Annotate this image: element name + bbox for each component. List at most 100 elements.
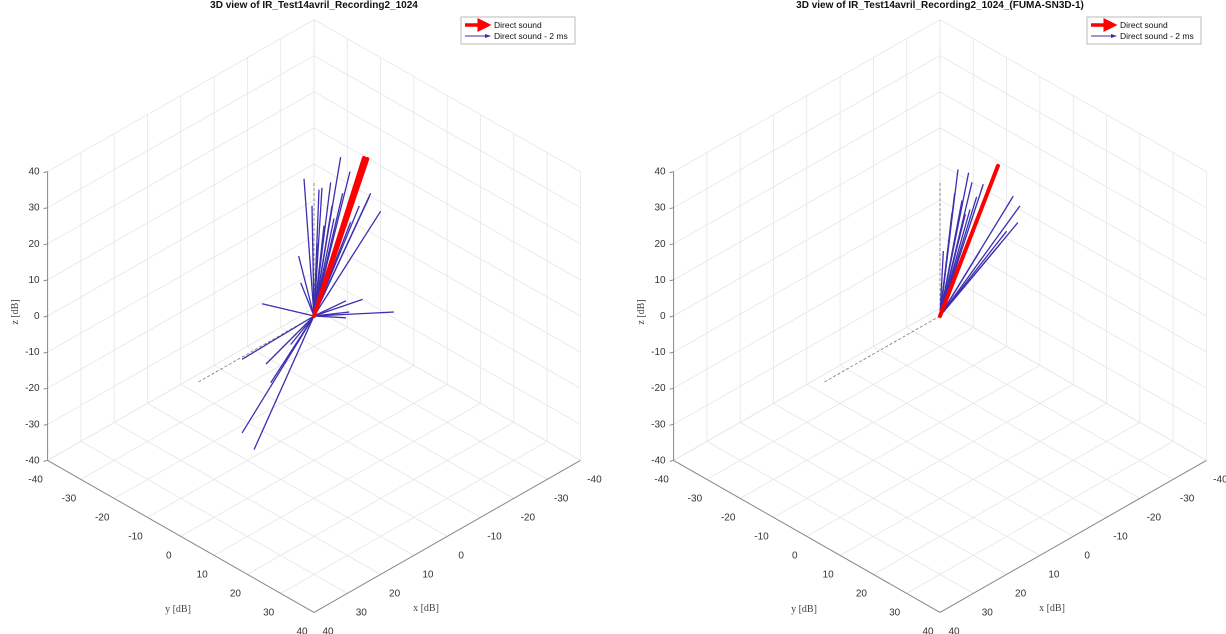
z-tick-label: 10 bbox=[28, 275, 40, 286]
grid-line bbox=[147, 403, 415, 556]
grid-line bbox=[939, 55, 1207, 209]
grid-line bbox=[939, 127, 1207, 281]
direct-sound-2ms-arrow bbox=[313, 243, 318, 317]
y-tick-label: -20 bbox=[721, 512, 736, 523]
chart-title: 3D view of IR_Test14avril_Recording2_102… bbox=[210, 0, 418, 11]
y-axis-line bbox=[47, 459, 315, 613]
y-axis-label: y [dB] bbox=[791, 604, 817, 615]
grid-line bbox=[673, 91, 941, 245]
z-tick bbox=[43, 351, 48, 354]
y-tick-label: -40 bbox=[28, 474, 43, 485]
direct-sound-2ms-arrow bbox=[313, 205, 333, 317]
y-tick-label: 40 bbox=[922, 626, 934, 634]
y-tick-label: -20 bbox=[95, 512, 110, 523]
grid-line bbox=[47, 55, 315, 209]
z-tick bbox=[669, 279, 674, 282]
direct-sound-2ms-arrow bbox=[313, 196, 370, 317]
z-tick-label: -30 bbox=[651, 419, 666, 430]
z-tick bbox=[669, 315, 674, 318]
z-tick-label: 40 bbox=[28, 167, 40, 178]
z-tick-label: 10 bbox=[654, 275, 666, 286]
legend-label-direct-sound: Direct sound bbox=[494, 20, 542, 30]
x-tick-label: 0 bbox=[1084, 550, 1090, 561]
direct-sound-2ms-arrow bbox=[303, 178, 315, 317]
x-axis-line bbox=[939, 459, 1207, 613]
x-tick-label: -40 bbox=[1213, 474, 1226, 485]
x-tick-label: 10 bbox=[422, 569, 434, 580]
y-tick-label: -30 bbox=[688, 493, 703, 504]
direct-sound-2ms-arrow bbox=[313, 300, 347, 317]
z-tick bbox=[43, 387, 48, 390]
z-tick bbox=[43, 279, 48, 282]
y-tick-label: 30 bbox=[263, 607, 275, 618]
direct-sound-2ms-arrow bbox=[298, 255, 315, 317]
grid-line bbox=[313, 55, 581, 209]
z-axis-label: z [dB] bbox=[636, 299, 647, 324]
grid-line bbox=[47, 19, 315, 172]
x-tick-label: 0 bbox=[458, 550, 464, 561]
x-tick-label: 30 bbox=[356, 607, 368, 618]
x-tick-label: -20 bbox=[1147, 512, 1162, 523]
y-tick-label: 10 bbox=[823, 569, 835, 580]
direct-sound-arrow bbox=[938, 163, 1000, 318]
z-tick bbox=[43, 243, 48, 246]
grid-line bbox=[673, 19, 941, 172]
grid-line bbox=[939, 91, 1207, 245]
direct-sound-2ms-arrow bbox=[313, 311, 394, 317]
x-tick-label: 40 bbox=[322, 626, 334, 634]
x-tick-label: 20 bbox=[1015, 588, 1027, 599]
x-axis-line bbox=[313, 459, 581, 613]
z-tick bbox=[43, 207, 48, 210]
z-tick-label: -20 bbox=[25, 383, 40, 394]
grid-line bbox=[673, 163, 941, 317]
direct-sound-2ms-arrow bbox=[253, 315, 315, 450]
z-tick-label: 40 bbox=[654, 167, 666, 178]
grid-line bbox=[873, 422, 1140, 575]
z-tick bbox=[669, 171, 674, 174]
x-tick-label: -10 bbox=[487, 531, 502, 542]
y-tick-label: 0 bbox=[166, 550, 172, 561]
z-tick-label: -20 bbox=[651, 383, 666, 394]
grid-line bbox=[673, 55, 941, 209]
grid-line bbox=[280, 441, 548, 594]
y-tick-label: -10 bbox=[754, 531, 769, 542]
z-tick-label: 0 bbox=[660, 311, 666, 322]
y-tick-label: 10 bbox=[197, 569, 209, 580]
z-tick-label: -40 bbox=[25, 455, 40, 466]
x-tick-label: -20 bbox=[521, 512, 536, 523]
x-tick-label: -40 bbox=[587, 474, 602, 485]
grid-line bbox=[47, 163, 315, 317]
y-tick-label: 0 bbox=[792, 550, 798, 561]
direct-sound-2ms-arrow bbox=[939, 193, 956, 317]
direct-sound-2ms-arrow bbox=[313, 225, 325, 317]
y-tick-label: 40 bbox=[296, 626, 308, 634]
y-tick-label: 20 bbox=[230, 588, 242, 599]
y-tick-label: 30 bbox=[889, 607, 901, 618]
x-tick-label: 20 bbox=[389, 588, 401, 599]
grid-line bbox=[839, 403, 1107, 556]
grid-line bbox=[47, 127, 315, 281]
legend-label-direct-sound-2ms: Direct sound - 2 ms bbox=[1120, 31, 1194, 41]
x-tick-label: 40 bbox=[948, 626, 960, 634]
grid-line bbox=[706, 441, 974, 594]
grid-line bbox=[939, 163, 1207, 317]
grid-line bbox=[80, 441, 348, 594]
z-tick-label: 20 bbox=[654, 239, 666, 250]
y-tick-label: -10 bbox=[128, 531, 143, 542]
z-tick bbox=[669, 459, 674, 462]
y-tick-label: 20 bbox=[856, 588, 868, 599]
z-tick bbox=[669, 243, 674, 246]
z-tick bbox=[43, 171, 48, 174]
y-axis-line bbox=[673, 459, 941, 613]
grid-line bbox=[773, 403, 1041, 556]
grid-line bbox=[247, 422, 514, 575]
direct-sound-2ms-arrow bbox=[939, 214, 966, 317]
z-tick-label: 30 bbox=[28, 203, 40, 214]
grid-line bbox=[180, 384, 448, 537]
grid-line bbox=[906, 441, 1174, 594]
grid-line bbox=[47, 91, 315, 245]
z-tick bbox=[43, 459, 48, 462]
